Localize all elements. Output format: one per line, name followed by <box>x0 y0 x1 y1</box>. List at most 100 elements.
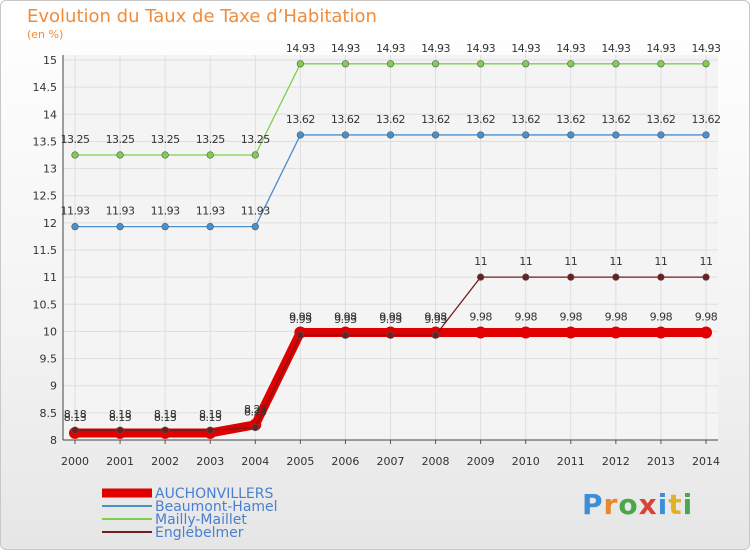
data-point-mailly-maillet <box>522 60 530 68</box>
y-tick-label: 8.5 <box>40 407 58 420</box>
data-point-englebelmer <box>251 423 259 432</box>
data-label-englebelmer: 11 <box>609 255 622 268</box>
y-tick-label: 11 <box>43 271 57 284</box>
y-tick-label: 12.5 <box>33 190 58 203</box>
data-label-englebelmer: 8.18 <box>64 408 87 421</box>
data-label-mailly-maillet: 13.25 <box>241 133 270 146</box>
data-point-beaumont-hamel <box>116 223 124 231</box>
data-label-mailly-maillet: 14.93 <box>556 42 585 55</box>
data-label-beaumont-hamel: 13.62 <box>511 113 540 126</box>
data-label-mailly-maillet: 14.93 <box>286 42 315 55</box>
data-point-mailly-maillet <box>477 60 485 68</box>
data-point-beaumont-hamel <box>567 131 575 139</box>
x-tick-label: 2010 <box>512 455 540 468</box>
data-label-beaumont-hamel: 11.93 <box>61 205 90 218</box>
data-label-beaumont-hamel: 13.62 <box>646 113 675 126</box>
data-point-beaumont-hamel <box>612 131 620 139</box>
data-point-englebelmer <box>341 331 350 339</box>
data-point-beaumont-hamel <box>477 131 485 139</box>
data-point-englebelmer <box>522 273 530 281</box>
data-point-mailly-maillet <box>251 151 259 159</box>
data-label-beaumont-hamel: 13.62 <box>692 113 721 126</box>
x-tick-label: 2012 <box>602 455 630 468</box>
y-tick-label: 14.5 <box>33 81 58 94</box>
data-point-englebelmer <box>116 426 124 434</box>
x-tick-label: 2001 <box>106 455 134 468</box>
data-point-mailly-maillet <box>431 60 440 68</box>
data-label-englebelmer: 8.23 <box>244 406 267 419</box>
data-label-auchonvillers: 8.13 <box>64 411 87 424</box>
data-label-englebelmer: 8.18 <box>199 408 222 421</box>
data-label-auchonvillers: 8.28 <box>244 403 267 416</box>
data-label-auchonvillers: 9.98 <box>514 311 537 324</box>
data-point-mailly-maillet <box>702 60 710 68</box>
data-point-beaumont-hamel <box>161 223 169 231</box>
y-tick-label: 8 <box>50 434 57 447</box>
data-point-englebelmer <box>567 273 575 281</box>
data-point-auchonvillers <box>700 326 712 339</box>
data-label-englebelmer: 11 <box>654 255 667 268</box>
x-tick-label: 2007 <box>377 455 405 468</box>
data-point-beaumont-hamel <box>522 131 530 139</box>
x-tick-label: 2014 <box>692 455 720 468</box>
data-point-mailly-maillet <box>567 60 575 68</box>
data-point-englebelmer <box>206 426 214 434</box>
data-label-englebelmer: 9.93 <box>379 313 402 326</box>
y-tick-label: 9 <box>50 380 57 393</box>
data-label-auchonvillers: 9.98 <box>424 311 447 324</box>
data-label-englebelmer: 9.93 <box>424 313 447 326</box>
data-label-englebelmer: 11 <box>700 255 713 268</box>
data-label-mailly-maillet: 14.93 <box>331 42 360 55</box>
chart-subtitle: (en %) <box>27 28 64 41</box>
data-label-auchonvillers: 8.13 <box>199 411 222 424</box>
data-label-beaumont-hamel: 13.62 <box>421 113 450 126</box>
data-label-beaumont-hamel: 11.93 <box>106 205 135 218</box>
x-tick-label: 2002 <box>151 455 179 468</box>
data-label-beaumont-hamel: 13.62 <box>331 113 360 126</box>
data-point-englebelmer <box>161 426 169 434</box>
data-point-beaumont-hamel <box>702 131 710 139</box>
data-label-auchonvillers: 9.98 <box>379 311 402 324</box>
x-tick-label: 2006 <box>331 455 359 468</box>
data-label-beaumont-hamel: 13.62 <box>286 113 315 126</box>
data-point-beaumont-hamel <box>71 223 79 231</box>
data-label-beaumont-hamel: 11.93 <box>196 205 225 218</box>
data-label-beaumont-hamel: 13.62 <box>376 113 405 126</box>
y-tick-label: 12 <box>43 217 57 230</box>
data-point-mailly-maillet <box>341 60 350 68</box>
data-label-englebelmer: 9.93 <box>334 313 357 326</box>
data-point-englebelmer <box>71 426 79 434</box>
data-point-mailly-maillet <box>296 60 304 68</box>
data-label-englebelmer: 9.93 <box>289 313 312 326</box>
data-point-mailly-maillet <box>116 151 124 159</box>
y-tick-label: 13 <box>43 163 57 176</box>
proxiti-logo: Proxiti <box>582 488 694 521</box>
data-point-englebelmer <box>386 331 395 339</box>
data-point-beaumont-hamel <box>251 223 259 231</box>
data-label-auchonvillers: 9.98 <box>289 311 312 324</box>
data-label-auchonvillers: 9.98 <box>605 311 628 324</box>
x-tick-label: 2000 <box>61 455 89 468</box>
data-label-beaumont-hamel: 13.62 <box>466 113 495 126</box>
data-label-englebelmer: 8.18 <box>109 408 132 421</box>
data-point-beaumont-hamel <box>386 131 395 139</box>
data-point-beaumont-hamel <box>341 131 350 139</box>
data-label-beaumont-hamel: 11.93 <box>151 205 180 218</box>
data-label-mailly-maillet: 14.93 <box>511 42 540 55</box>
data-point-auchonvillers <box>564 326 577 339</box>
data-point-beaumont-hamel <box>431 131 440 139</box>
y-tick-label: 13.5 <box>33 135 58 148</box>
data-point-englebelmer <box>657 273 665 281</box>
data-label-beaumont-hamel: 13.62 <box>556 113 585 126</box>
data-label-englebelmer: 11 <box>474 255 487 268</box>
data-label-englebelmer: 11 <box>519 255 532 268</box>
chart-title: Evolution du Taux de Taxe d’Habitation <box>27 6 377 27</box>
y-tick-label: 14 <box>43 108 57 121</box>
data-label-auchonvillers: 8.13 <box>154 411 177 424</box>
data-point-auchonvillers <box>474 326 487 339</box>
data-point-auchonvillers <box>654 326 667 339</box>
data-point-mailly-maillet <box>612 60 620 68</box>
data-point-englebelmer <box>431 331 440 339</box>
data-label-auchonvillers: 9.98 <box>695 311 718 324</box>
